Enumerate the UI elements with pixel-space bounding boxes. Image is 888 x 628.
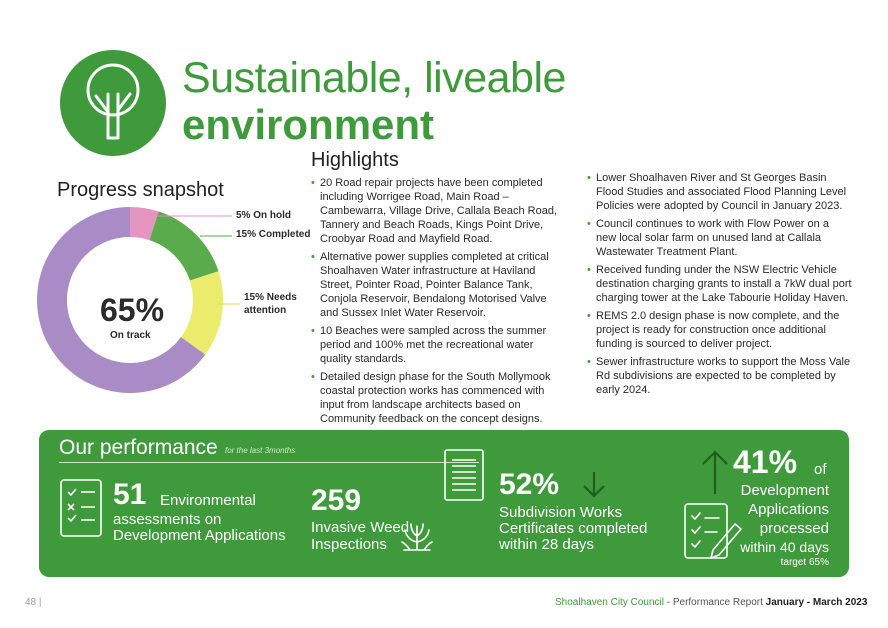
list-item: Received funding under the NSW Electric … — [587, 263, 852, 305]
arrow-down-icon — [583, 472, 605, 498]
stat4-text1: Development — [740, 482, 829, 499]
document-icon — [444, 449, 484, 501]
label-on-hold: 5% On hold — [236, 210, 291, 221]
stat1-text2: assessments on — [113, 511, 222, 528]
highlights-heading: Highlights — [311, 149, 399, 171]
footer-text: Shoalhaven City Council - Performance Re… — [555, 597, 867, 608]
stat4-text4: within 40 days — [740, 539, 829, 555]
page-number: 48 | — [25, 597, 42, 608]
stat1-value: 51 — [113, 478, 147, 511]
performance-heading: Our performance — [59, 436, 218, 459]
logo — [60, 50, 166, 156]
list-item: 20 Road repair projects have been comple… — [311, 176, 561, 246]
arrow-up-icon — [702, 450, 728, 494]
footer-period: January - March 2023 — [765, 597, 868, 608]
stat2-text1: Invasive Weed — [311, 519, 410, 536]
checklist-pen-icon — [684, 503, 742, 559]
list-item: Council continues to work with Flow Powe… — [587, 217, 852, 259]
donut-center-label: On track — [110, 330, 151, 341]
list-item: Sewer infrastructure works to support th… — [587, 355, 852, 397]
performance-subtitle: for the last 3months — [225, 446, 296, 455]
list-item: Detailed design phase for the South Moll… — [311, 370, 561, 426]
checklist-icon — [60, 479, 102, 537]
label-needs-attention-2: attention — [244, 305, 287, 316]
donut-slice-on-hold — [130, 207, 159, 241]
progress-heading: Progress snapshot — [57, 179, 224, 201]
donut-center-value: 65% — [100, 292, 165, 328]
highlights-column-2: Lower Shoalhaven River and St Georges Ba… — [587, 171, 852, 401]
stat3-text2: Certificates completed — [499, 520, 648, 537]
stat4-value: 41% — [733, 444, 798, 480]
page-title-line1: Sustainable, liveable — [182, 54, 566, 102]
footer-org: Shoalhaven City Council — [555, 597, 664, 608]
list-item: 10 Beaches were sampled across the summe… — [311, 324, 561, 366]
performance-panel: Our performance for the last 3months 51 … — [39, 430, 849, 577]
stat2-value: 259 — [311, 484, 362, 517]
donut-slice-on-track — [36, 207, 206, 393]
stat4-target: target 65% — [780, 557, 829, 568]
label-completed: 15% Completed — [236, 229, 311, 240]
tree-icon — [86, 63, 140, 140]
label-needs-attention-1: 15% Needs — [244, 292, 297, 303]
stat1-text1: Environmental — [160, 492, 256, 509]
stat4-of: of — [814, 461, 827, 478]
stat4-text2: Applications — [748, 501, 829, 518]
divider — [59, 462, 479, 463]
highlights-column-1: 20 Road repair projects have been comple… — [311, 176, 561, 430]
footer-report: - Performance Report — [663, 597, 766, 608]
list-item: Alternative power supplies completed at … — [311, 250, 561, 320]
donut-slice-completed — [149, 211, 219, 281]
stat3-text1: Subdivision Works — [499, 504, 623, 521]
stat3-text3: within 28 days — [499, 536, 595, 553]
stat4-text3: processed — [759, 520, 829, 537]
donut-slice-needs-attention — [180, 271, 224, 355]
stat1-text3: Development Applications — [113, 527, 286, 544]
list-item: Lower Shoalhaven River and St Georges Ba… — [587, 171, 852, 213]
stat3-value: 52% — [499, 468, 560, 501]
plant-icon — [401, 523, 433, 551]
page-title-line2: environment — [182, 101, 435, 148]
list-item: REMS 2.0 design phase is now complete, a… — [587, 309, 852, 351]
stat2-text2: Inspections — [311, 536, 387, 553]
